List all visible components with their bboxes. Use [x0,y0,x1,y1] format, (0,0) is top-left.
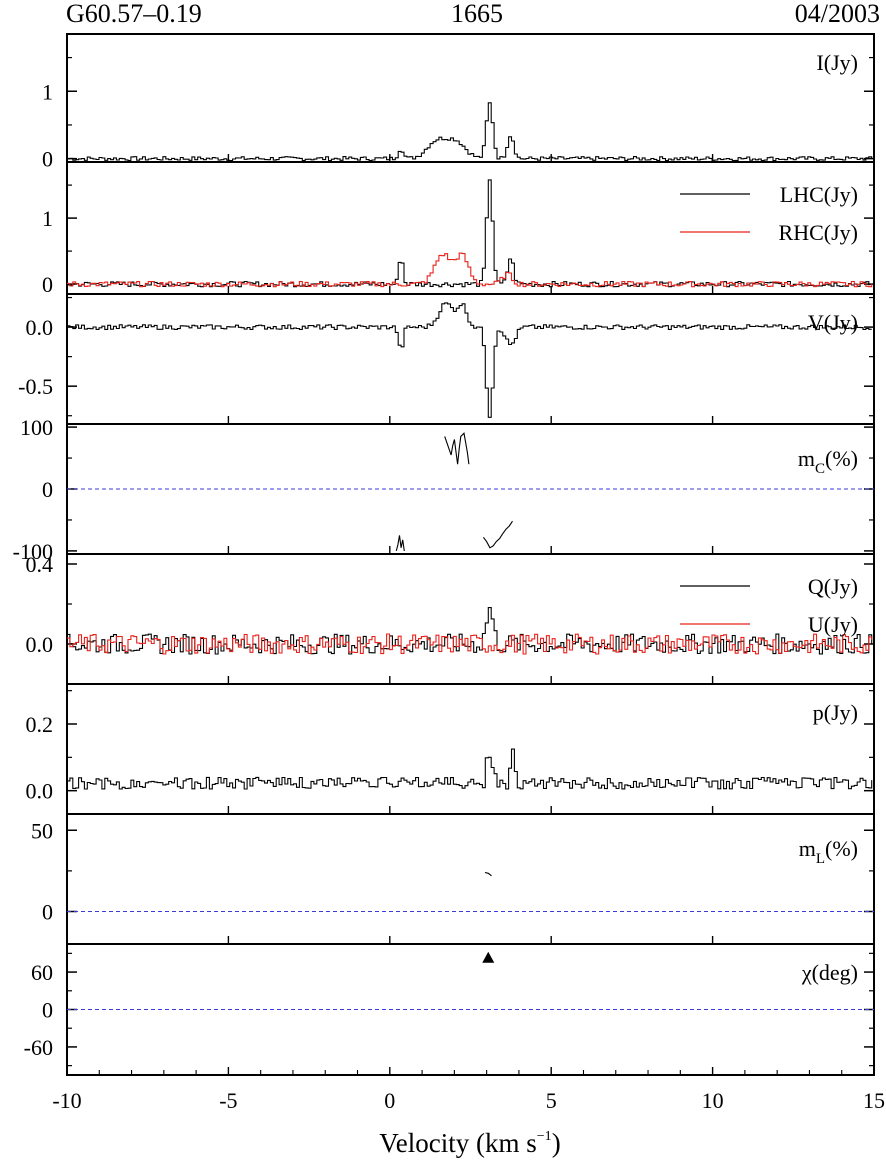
y-tick-label: 0.4 [26,552,54,577]
series-vjy [67,302,872,418]
panel-I: 0 1 I(Jy) [42,33,875,172]
x-axis-label-main: Velocity (km s [379,1128,536,1158]
x-tick-label: -10 [52,1088,81,1113]
data-segment [444,432,470,465]
panel-label: p(Jy) [813,700,858,725]
y-tick-label: 0.0 [26,779,54,804]
panel-label: mC(%) [798,446,858,477]
panel-label-sub: L [816,851,825,867]
series-ujy [67,633,873,655]
legend-label-1: LHC(Jy) [780,182,858,207]
x-tick-label: -5 [219,1088,237,1113]
y-tick-label: 0 [42,147,53,172]
y-tick-label: 0 [42,998,53,1023]
series-qjy [67,607,873,655]
x-tick-label: 0 [384,1088,395,1113]
panel-label: χ(deg) [801,960,858,985]
x-tick-label: 10 [702,1088,724,1113]
x-axis-label-exponent: −1 [537,1129,552,1144]
y-tick-label: 100 [20,415,53,440]
x-tick-label: 15 [863,1088,885,1113]
x-axis-label: Velocity (km s−1) [379,1128,560,1158]
panel-frame [66,33,875,163]
data-segment [482,520,513,549]
panel-frame [66,293,875,425]
panel-mL: 50 0 mL(%) [31,813,875,945]
x-axis-label-close: ) [552,1128,561,1158]
y-tick-label: 0.0 [26,632,54,657]
y-tick-label: 1 [42,206,53,231]
panel-QU: 0.4 0.0 Q(Jy) U(Jy) [26,552,875,685]
data-segment [395,535,405,552]
series-rhcjy [67,252,873,288]
panel-label-sub: C [815,461,825,477]
y-tick-label: -60 [24,1035,53,1060]
panels: 0 1 I(Jy) 0 1 LHC(Jy) RHC(Jy) 0.0 -0.5 V(Jy) 100 0 -… [13,33,875,1076]
series-lhcjy [67,179,873,288]
data-marker [482,951,495,963]
panel-label: mL(%) [799,836,858,867]
y-tick-label: -0.5 [18,374,53,399]
panel-frame [66,553,875,685]
panel-chi: 60 0 -60 χ(deg) [24,943,875,1076]
source-name: G60.57–0.19 [66,0,202,28]
epoch-label: 04/2003 [795,0,880,28]
y-tick-label: 0.0 [26,315,54,340]
y-tick-label: -100 [13,539,53,564]
panel-label-close: (%) [825,446,858,471]
data-segment [484,871,492,877]
legend-label-1: Q(Jy) [808,574,858,599]
panel-label-close: (%) [825,836,858,861]
panel-label: V(Jy) [808,310,858,335]
y-tick-label: 0.2 [26,712,54,737]
frequency-label: 1665 [451,0,503,28]
series-ijy [67,102,873,162]
y-tick-label: 60 [31,960,53,985]
panel-frame [66,813,875,945]
panel-V: 0.0 -0.5 V(Jy) [18,293,875,425]
y-tick-label: 0 [42,272,53,297]
y-tick-label: 0 [42,477,53,502]
panel-mc: 100 0 -100 mC(%) [13,415,875,564]
panel-frame [66,683,875,815]
panel-LR: 0 1 LHC(Jy) RHC(Jy) [42,161,875,297]
y-tick-label: 50 [31,818,53,843]
panel-label-main: m [799,836,816,861]
x-axis: -10 -5 0 5 10 15 [52,1070,885,1113]
panel-p: 0.2 0.0 p(Jy) [26,683,875,815]
y-tick-label: 1 [42,79,53,104]
y-tick-label: 0 [42,900,53,925]
legend-label-2: U(Jy) [808,612,858,637]
legend-label-2: RHC(Jy) [779,220,858,245]
x-tick-label: 5 [546,1088,557,1113]
panel-label: I(Jy) [816,50,858,75]
panel-label-main: m [798,446,815,471]
series-pjy [67,748,873,790]
